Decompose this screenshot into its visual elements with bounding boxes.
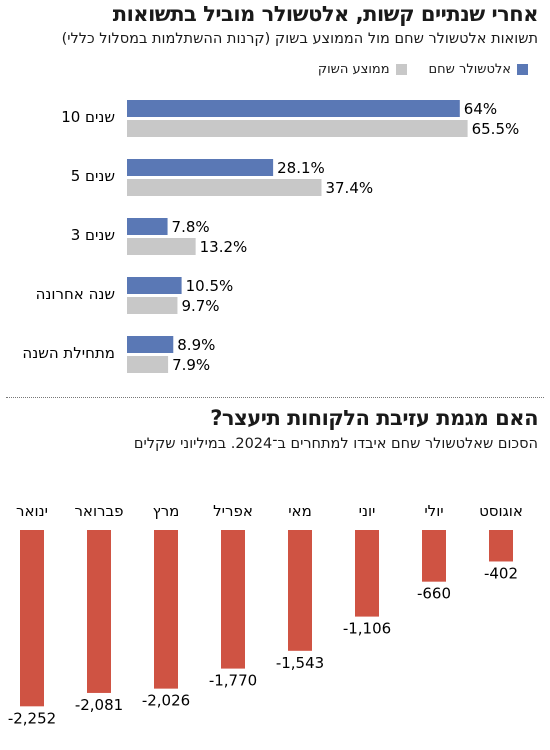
- category-label: 5 שנים: [71, 167, 115, 185]
- value-label-outflow: -2,026: [142, 692, 190, 710]
- value-label-outflow: -660: [417, 585, 451, 603]
- category-label: 3 שנים: [71, 226, 115, 244]
- bar-outflow: [154, 530, 178, 689]
- month-label: מאי: [288, 502, 312, 520]
- value-label-altshuler: 64%: [464, 100, 497, 118]
- bar-altshuler: [127, 159, 274, 176]
- legend-item-altshuler: אלטשולר שחם: [429, 62, 528, 77]
- value-label-outflow: -402: [484, 564, 518, 582]
- value-label-market: 9.7%: [181, 297, 219, 315]
- bar-market: [127, 356, 169, 373]
- value-label-altshuler: 8.9%: [177, 336, 215, 354]
- value-label-outflow: -2,252: [8, 709, 56, 727]
- bar-outflow: [87, 530, 111, 693]
- month-label: יוני: [359, 502, 376, 520]
- chart1-legend: אלטשולר שחם ממוצע השוק: [318, 62, 528, 77]
- category-label: מתחילת השנה: [22, 344, 115, 362]
- bar-outflow: [20, 530, 44, 707]
- category-label: שנה אחרונה: [36, 285, 115, 303]
- chart2-subtitle: הסכום שאלטשולר שחם איבדו למתחרים ב־2024.…: [133, 436, 538, 452]
- month-label: ינואר: [16, 502, 48, 520]
- value-label-outflow: -1,543: [276, 654, 324, 672]
- legend-swatch-altshuler: [517, 64, 528, 75]
- chart1-title: אחרי שנתיים קשות, אלטשולר מוביל בתשואות: [112, 2, 539, 26]
- bar-outflow: [489, 530, 513, 562]
- value-label-market: 13.2%: [200, 238, 248, 256]
- chart2-title: האם מגמת עזיבת הלקוחות תיעצר?: [210, 406, 538, 430]
- value-label-outflow: -1,106: [343, 620, 391, 638]
- chart1-subtitle: תשואות אלטשולר שחם מול הממוצע בשוק (קרנו…: [61, 31, 538, 47]
- month-label: פברואר: [74, 502, 123, 520]
- section-divider: [6, 397, 544, 398]
- legend-label-altshuler: אלטשולר שחם: [428, 62, 511, 77]
- value-label-market: 65.5%: [472, 120, 520, 138]
- month-label: אפריל: [213, 502, 253, 520]
- value-label-outflow: -2,081: [75, 696, 123, 714]
- value-label-market: 37.4%: [325, 179, 373, 197]
- bar-market: [127, 297, 178, 314]
- bar-altshuler: [127, 336, 174, 353]
- month-label: מרץ: [153, 502, 180, 520]
- value-label-altshuler: 10.5%: [186, 277, 234, 295]
- bar-market: [127, 238, 196, 255]
- month-label: אוגוסט: [479, 502, 523, 520]
- bar-outflow: [288, 530, 312, 651]
- bar-outflow: [355, 530, 379, 617]
- bar-altshuler: [127, 100, 460, 117]
- category-label: 10 שנים: [61, 108, 115, 126]
- bar-outflow: [221, 530, 245, 669]
- legend-swatch-market: [395, 64, 407, 75]
- legend-item-market: ממוצע השוק: [318, 62, 407, 77]
- value-label-outflow: -1,770: [209, 672, 257, 690]
- bar-market: [127, 120, 468, 137]
- returns-bar-chart: 10 שנים 64% 65.5% 5 שנים 28.1%37.4% 3 שנים 7.8…: [22, 100, 520, 374]
- bar-outflow: [422, 530, 446, 582]
- legend-label-market: ממוצע השוק: [317, 62, 390, 77]
- bar-market: [127, 179, 322, 196]
- month-label: יולי: [424, 502, 443, 520]
- value-label-altshuler: 28.1%: [277, 159, 325, 177]
- value-label-altshuler: 7.8%: [172, 218, 210, 236]
- value-label-market: 7.9%: [172, 356, 210, 374]
- outflow-bar-chart: ינואר -2,252 פברואר -2,081 מרץ -2,026 אפריל -1,…: [8, 502, 523, 727]
- bar-altshuler: [127, 218, 168, 235]
- bar-altshuler: [127, 277, 182, 294]
